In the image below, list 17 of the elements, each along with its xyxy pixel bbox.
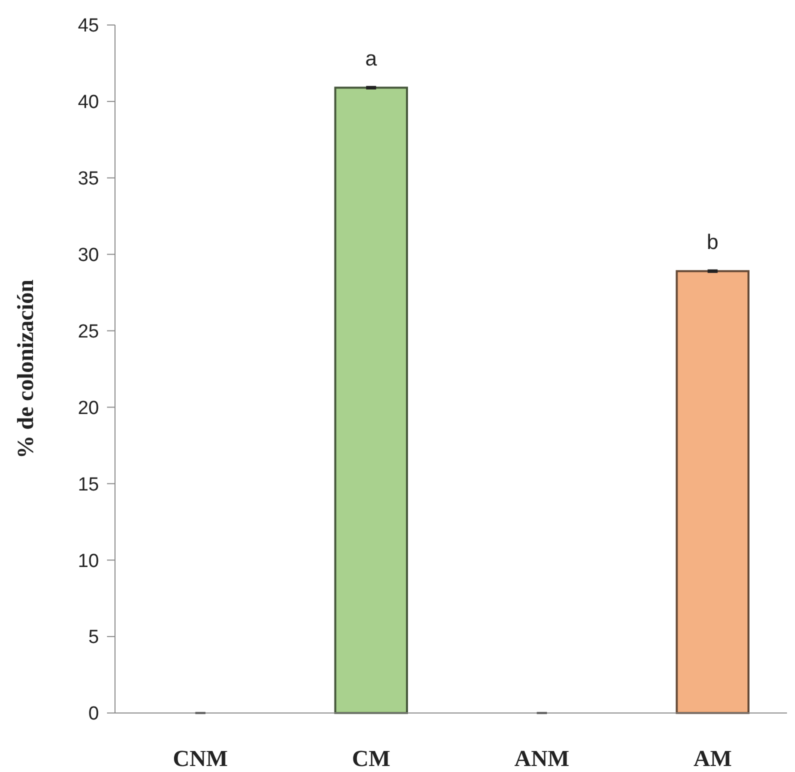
y-tick-label: 45	[78, 16, 99, 37]
x-tick-label: CM	[352, 746, 391, 771]
y-tick-label: 15	[78, 474, 99, 496]
y-tick-label: 20	[78, 398, 99, 419]
y-tick-label: 40	[78, 92, 99, 114]
y-tick-label: 0	[88, 704, 99, 725]
y-tick-label: 10	[78, 550, 99, 572]
y-tick-label: 30	[78, 244, 99, 266]
annotation: a	[365, 48, 378, 71]
y-tick-label: 5	[88, 627, 99, 648]
y-tick-label: 35	[78, 168, 99, 190]
y-tick-label: 25	[78, 321, 99, 342]
y-axis-title: % de colonización	[13, 279, 38, 458]
annotation: b	[706, 231, 718, 254]
x-tick-label: AM	[693, 746, 732, 771]
x-tick-label: CNM	[172, 746, 228, 771]
x-tick-label: ANM	[514, 746, 570, 771]
